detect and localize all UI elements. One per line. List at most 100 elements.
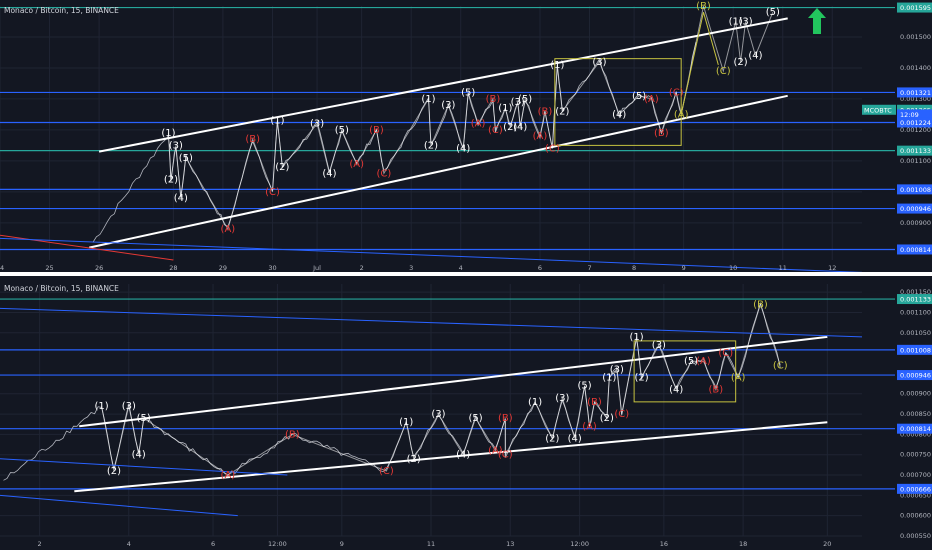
wave-label: (1) xyxy=(94,401,108,412)
wave-label: (A) xyxy=(674,109,689,120)
wave-label: (5) xyxy=(577,381,591,392)
wave-label: (5) xyxy=(137,413,151,424)
top-time-axis[interactable]: 24 25 26 28 29 30 Jul 2 3 4 6 7 8 9 10 11 12 xyxy=(0,264,836,272)
price-tick-label: 0.000900 xyxy=(900,390,931,398)
price-tag xyxy=(897,2,932,13)
price-tag-label: 0.001595 xyxy=(900,4,931,12)
bottom-panel[interactable]: (1) (3)(5)(2)(4)(A)(B)(C)(1)(2)(3)(4)(5)(… xyxy=(0,284,932,548)
channel-lower-line[interactable] xyxy=(74,421,828,493)
wave-label: (5) xyxy=(518,94,532,105)
wave-label: (1) xyxy=(729,16,743,27)
symbol-tag[interactable] xyxy=(862,104,896,115)
time-tick-label: 12:00 xyxy=(570,540,589,548)
wave-label: (A) xyxy=(221,470,236,481)
wave-label: (B) xyxy=(245,134,260,145)
wave-label: (2) xyxy=(545,433,559,444)
price-tag xyxy=(897,87,932,98)
wave-label: (3) xyxy=(592,57,606,68)
wave-label: (1) xyxy=(270,116,284,127)
top-grid xyxy=(0,6,862,260)
top-price-axis[interactable]: 0.001500 0.001400 0.001300 0.001200 0.001100… xyxy=(862,2,932,255)
time-tick-label: 30 xyxy=(268,264,276,272)
time-tick-label: 12:00 xyxy=(268,540,287,548)
time-tick-label: 13 xyxy=(506,540,514,548)
bottom-time-axis[interactable]: 2 4 6 12:00 9 11 13 12:00 16 18 20 xyxy=(38,540,832,548)
wave-label: (B) xyxy=(753,299,768,310)
time-tick-label: 24 xyxy=(0,264,4,272)
wave-label: (A) xyxy=(488,446,503,457)
wave-label: (C) xyxy=(716,66,731,77)
panel-divider[interactable] xyxy=(0,272,932,276)
diagonal-level-line xyxy=(0,307,863,338)
wave-label: (2) xyxy=(734,57,748,68)
wave-label: (A) xyxy=(582,421,597,432)
price-tag xyxy=(897,117,932,128)
green-up-arrow-icon xyxy=(808,8,826,34)
wave-label: (B) xyxy=(587,397,602,408)
wave-label: (C) xyxy=(379,466,394,477)
price-tick-label: 0.001500 xyxy=(900,33,931,41)
wave-label: (3) xyxy=(169,140,183,151)
wave-label: (2) xyxy=(424,140,438,151)
wave-connector-path xyxy=(167,5,774,231)
time-tick-label: 11 xyxy=(427,540,435,548)
wave-label: (4) xyxy=(568,433,582,444)
channel-lower-line[interactable] xyxy=(88,94,788,249)
wave-label: (A) xyxy=(644,94,659,105)
wave-label: (A) xyxy=(349,159,364,170)
price-tag xyxy=(897,370,932,381)
top-wave-labels: (1)(3)(2)(5)(4)(A)(B)(C)(1)(2)(3)(4)(5)(… xyxy=(161,1,780,235)
price-tag xyxy=(897,423,932,434)
wave-label: (4) xyxy=(322,168,336,179)
wave-label: (3) xyxy=(652,340,666,351)
price-tag xyxy=(897,184,932,195)
price-tag-label: 0.000946 xyxy=(900,205,931,213)
time-tick-label: 29 xyxy=(219,264,227,272)
price-tick-label: 0.000600 xyxy=(900,512,931,520)
wave-label: (3) xyxy=(441,100,455,111)
wave-label: (4) xyxy=(456,450,470,461)
wave-label: (C) xyxy=(718,348,733,359)
price-tag xyxy=(897,203,932,214)
price-tag-label: 0.000946 xyxy=(900,372,931,380)
wave-label: (C) xyxy=(545,143,560,154)
price-tick-label: 0.001050 xyxy=(900,329,931,337)
price-tick-label: 0.001300 xyxy=(900,95,931,103)
wave-label: (C) xyxy=(377,168,392,179)
wave-label: (B) xyxy=(285,429,300,440)
top-drawings xyxy=(0,5,863,273)
wave-label: (A) xyxy=(731,372,746,383)
time-tick-label: 6 xyxy=(211,540,215,548)
bottom-grid xyxy=(0,284,862,537)
wave-label: (4) xyxy=(513,122,527,133)
consolidation-box[interactable] xyxy=(554,58,682,146)
price-tick-label: 0.001400 xyxy=(900,64,931,72)
price-tick-label: 0.001100 xyxy=(900,308,931,316)
wave-label: (3) xyxy=(431,409,445,420)
wave-label: (1) xyxy=(602,372,616,383)
wave-label: (B) xyxy=(538,106,553,117)
wave-label: (C) xyxy=(498,450,513,461)
price-tick-label: 0.000750 xyxy=(900,451,931,459)
channel-upper-line[interactable] xyxy=(79,335,828,428)
channel-upper-line[interactable] xyxy=(98,17,788,153)
wave-label: (A) xyxy=(221,224,236,235)
consolidation-box[interactable] xyxy=(633,340,737,403)
wave-label: (2) xyxy=(600,413,614,424)
bottom-price-axis[interactable]: 0.001150 0.001100 0.001050 0.000900 0.000850… xyxy=(897,288,932,540)
wave-label: (3) xyxy=(511,97,525,108)
time-tick-label: Jul xyxy=(312,264,321,272)
wave-label: (B) xyxy=(369,125,384,136)
wave-label: (C) xyxy=(669,88,684,99)
wave-label: (4) xyxy=(669,385,683,396)
top-panel[interactable]: (1)(3)(2)(5)(4)(A)(B)(C)(1)(2)(3)(4)(5)(… xyxy=(0,1,932,273)
price-tag xyxy=(897,294,932,305)
wave-label: (3) xyxy=(310,119,324,130)
wave-label: (5) xyxy=(766,7,780,18)
price-tag xyxy=(897,344,932,355)
time-tick-label: 26 xyxy=(95,264,103,272)
price-tag xyxy=(897,483,932,494)
wave-label: (5) xyxy=(461,88,475,99)
wave-label: (5) xyxy=(469,413,483,424)
